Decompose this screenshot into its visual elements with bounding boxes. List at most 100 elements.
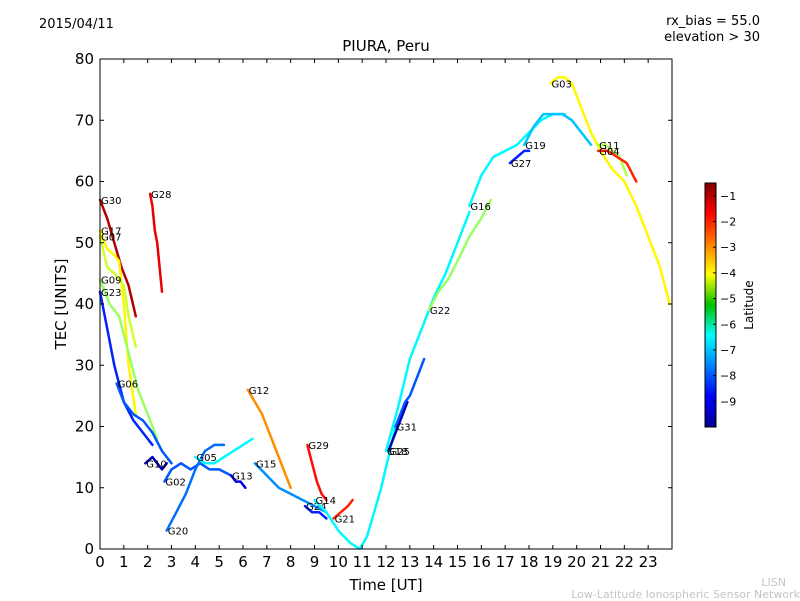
colorbar: −1 −2 −3 −4 −5 −6 −7 −8 −9 [704,182,736,428]
series-line-g09 [98,278,159,441]
series-label-g20: G20 [168,527,188,538]
series-g15: G15 [253,459,328,514]
y-tick-label: 60 [75,173,94,191]
x-tick-label: 11 [353,553,372,571]
series-label-g02: G02 [165,478,185,489]
series-line-g05 [194,437,254,465]
x-tick-label: 2 [143,553,153,571]
series-g17: G17 [98,227,138,416]
series-g06: G06 [115,380,173,465]
series-line-g15 [253,462,328,514]
series-label-g16: G16 [470,202,490,213]
x-tick-label: 12 [376,553,395,571]
colorbar-tick-label: −3 [720,241,736,254]
series-label-g28: G28 [151,190,171,201]
x-tick-label: 21 [591,553,610,571]
series-g03: G03 [549,76,671,306]
colorbar-tick-label: −9 [720,395,736,408]
series-label-g09: G09 [101,276,121,287]
series-g02: G02 [163,462,233,489]
series-line-g18 [384,210,471,453]
series-g30: G30 [98,196,138,318]
series-label-g07: G07 [101,233,121,244]
x-tick-label: 1 [119,553,129,571]
date-label: 2015/04/11 [39,17,114,32]
series-label-g19: G19 [525,141,545,152]
series-label-g22: G22 [430,306,450,317]
x-tick-label: 16 [472,553,491,571]
series-label-g05: G05 [196,453,216,464]
x-tick-label: 20 [567,553,586,571]
series-line-g25 [387,400,409,453]
series-label-g18: G18 [387,447,407,458]
series-g29: G29 [306,441,329,502]
series-label-g15: G15 [256,459,276,470]
series-label-g23: G23 [101,288,121,299]
x-tick-label: 0 [95,553,105,571]
series-label-g13: G13 [232,472,252,483]
series-line-g11 [596,143,628,177]
series-line-g13 [229,474,247,490]
series-line-g07 [98,235,138,349]
series-g11: G11 [596,141,628,177]
series-line-g29 [306,443,328,502]
series-label-g29: G29 [308,441,328,452]
x-tick-label: 10 [329,553,348,571]
series-g28: G28 [148,190,172,294]
y-tick-label: 40 [75,295,94,313]
series-label-g11: G11 [599,141,619,152]
x-tick-label: 14 [424,553,443,571]
series-g20: G20 [165,443,226,538]
series-label-g31: G31 [397,423,417,434]
x-tick-label: 8 [286,553,296,571]
series-label-g25: G25 [389,447,409,458]
series-label-g17: G17 [101,227,121,238]
series-g04: G04 [596,147,638,183]
series-g14: G14 [313,425,397,551]
colorbar-tick-label: −1 [720,190,736,203]
series-g21: G21 [332,498,355,525]
series-line-g24 [303,504,328,520]
series-g18: G18 [384,210,471,458]
footer-network: Low-Latitude Ionospheric Sensor Network [571,588,800,601]
series-label-g03: G03 [551,80,571,91]
series-line-g04 [596,149,638,183]
series-g19: G19 [522,112,593,152]
series-g13: G13 [229,472,253,490]
series-line-g16 [468,112,567,208]
x-tick-label: 22 [615,553,634,571]
series-g09: G09 [98,276,159,441]
colorbar-tick-label: −7 [720,344,736,357]
series-g12: G12 [246,386,292,490]
series-line-g21 [332,498,354,520]
y-tick-label: 80 [75,50,94,68]
series-line-g02 [163,462,233,483]
y-axis-label: TEC [UNITS] [52,259,70,351]
colorbar-label: Latitude [742,280,756,329]
colorbar-gradient [704,182,717,428]
series-line-g06 [115,382,173,465]
plot-frame [99,58,673,550]
y-tick-label: 50 [75,234,94,252]
y-tick-label: 10 [75,479,94,497]
colorbar-tick-label: −5 [720,293,736,306]
x-tick-label: 5 [214,553,224,571]
y-tick-label: 30 [75,356,94,374]
x-tick-label: 19 [543,553,562,571]
series-g05: G05 [194,437,254,465]
footer-lisn: LISN [761,576,786,589]
series-line-g12 [246,388,292,490]
colorbar-tick-label: −4 [720,267,736,280]
series-g16: G16 [468,112,567,213]
series-line-g03 [549,76,671,306]
series-g31: G31 [394,357,426,434]
series-g25: G25 [387,400,410,458]
series-label-g06: G06 [118,380,138,391]
y-tick-label: 20 [75,418,94,436]
series-g24: G24 [303,502,328,520]
series-g10: G10 [144,455,168,471]
x-tick-label: 18 [519,553,538,571]
x-tick-label: 6 [238,553,248,571]
axes: 0 1 2 3 4 5 6 7 8 9 10 11 12 13 14 15 16 17 18 19 20 21 22 2301… [75,50,672,571]
